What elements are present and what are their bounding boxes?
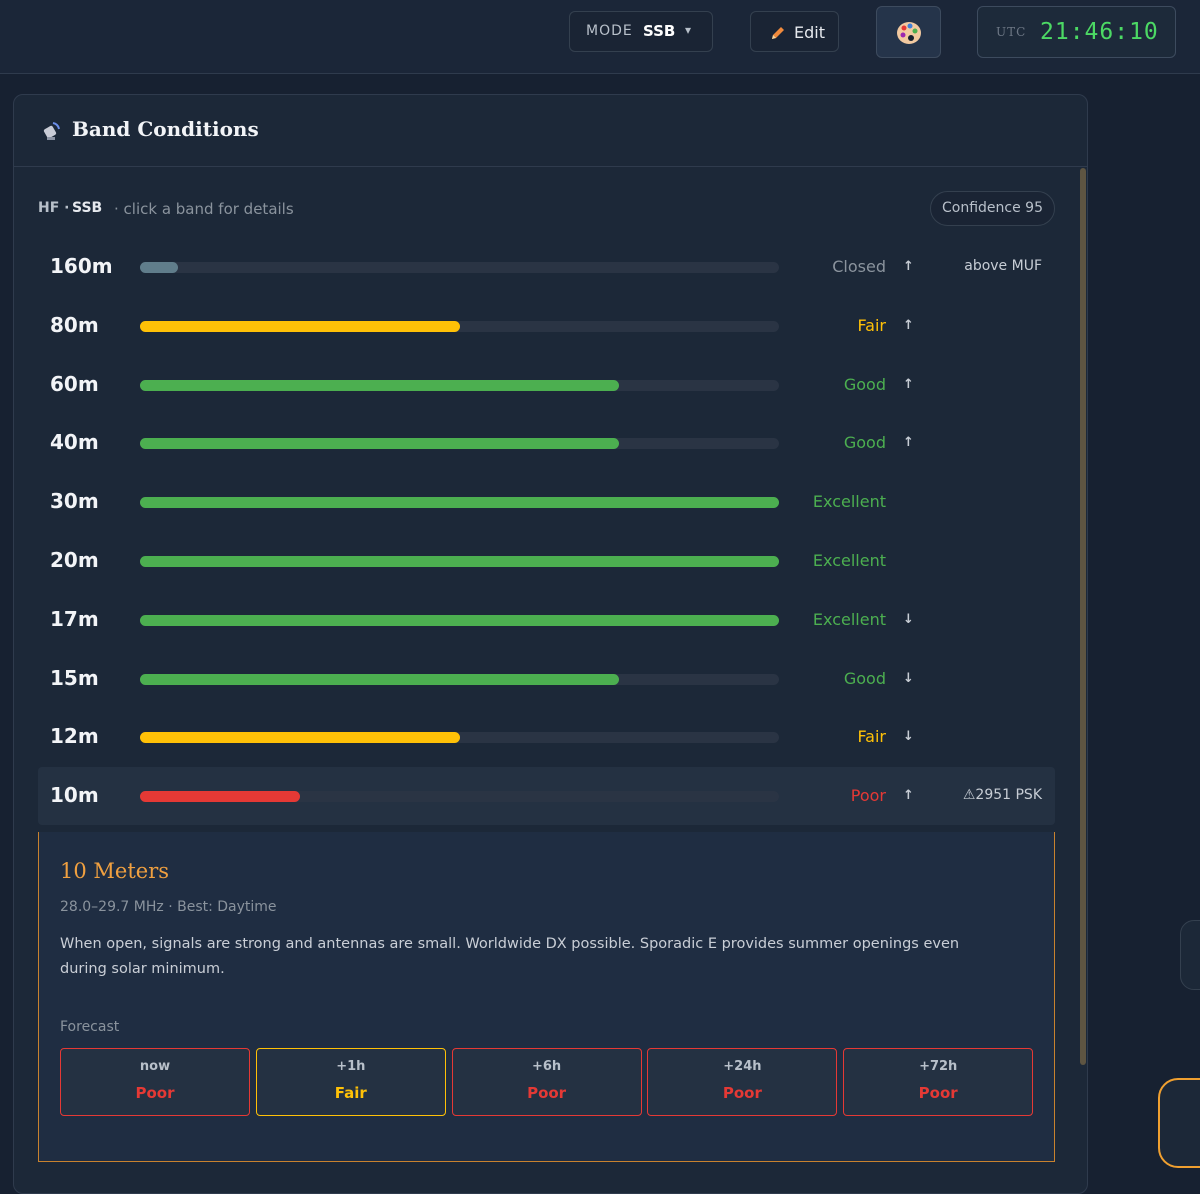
forecast-time: +6h: [531, 1059, 562, 1074]
panel-title: Band Conditions: [72, 117, 259, 141]
bar-track: [140, 732, 779, 744]
bar: [140, 438, 620, 450]
trend-arrow: ↓: [903, 729, 914, 745]
scrollbar-thumb: [1080, 168, 1086, 1065]
band-name: 40m: [50, 430, 99, 455]
detail-description: When open, signals are strong and antenn…: [60, 936, 960, 977]
utc-clock: UTC 21:46:10: [977, 6, 1176, 58]
band-note: above MUF: [964, 258, 1042, 274]
scope-hint: · click a band for details: [114, 200, 294, 218]
forecast-card: +1h Fair: [255, 1048, 446, 1116]
band-status: Poor: [850, 786, 886, 806]
panel-header-divider: [14, 166, 1087, 167]
trend-arrow: ↑: [903, 259, 914, 274]
band-name: 15m: [50, 665, 99, 690]
forecast-time: +24h: [723, 1059, 762, 1074]
forecast-card: +6h Poor: [451, 1048, 642, 1116]
satellite-icon: [43, 122, 60, 140]
bar: [140, 320, 460, 332]
trend-arrow: ↑: [903, 317, 914, 333]
detail-subtitle: 28.0–29.7 MHz · Best: Daytime: [60, 899, 277, 915]
forecast-card: now Poor: [60, 1048, 250, 1116]
bar: [140, 556, 779, 567]
detail-title: 10 Meters: [60, 859, 170, 883]
bar: [140, 673, 620, 685]
scope-mode: SSB: [72, 200, 103, 216]
bar-track: [140, 791, 779, 803]
bar: [140, 614, 779, 626]
edit-label: Edit: [794, 23, 825, 42]
band-name: 10m: [50, 783, 99, 808]
mode-caret: ▾: [685, 23, 692, 37]
bar: [140, 379, 620, 391]
confidence-text: Confidence 95: [942, 200, 1043, 216]
pencil-icon: [772, 27, 784, 39]
band-status: Good: [843, 433, 886, 453]
forecast-card: +72h Poor: [843, 1048, 1034, 1116]
band-name: 80m: [50, 312, 99, 337]
trend-arrow: ↑: [903, 435, 914, 451]
band-detail: 10 Meters 28.0–29.7 MHz · Best: Daytime Wh…: [38, 832, 1055, 1162]
bar: [140, 497, 779, 509]
edit-button[interactable]: Edit: [750, 11, 839, 52]
utc-time: 21:46:10: [1040, 19, 1159, 45]
theme-button[interactable]: [876, 6, 941, 58]
forecast-status: Fair: [334, 1084, 367, 1102]
bar: [140, 262, 179, 273]
band-status: Good: [843, 374, 886, 394]
band-name: 12m: [50, 724, 99, 749]
trend-arrow: ↑: [903, 376, 914, 392]
forecast-time: +72h: [919, 1059, 958, 1074]
band-name: 17m: [50, 606, 99, 631]
forecast-status: Poor: [722, 1084, 762, 1102]
confidence-badge: Confidence 95: [930, 191, 1055, 226]
scope-prefix: HF ·: [38, 200, 70, 216]
forecast-time: now: [139, 1059, 171, 1074]
mode-label: MODE: [586, 23, 633, 39]
trend-arrow: ↓: [903, 611, 914, 627]
forecast-status: Poor: [135, 1084, 175, 1102]
band-status: Excellent: [812, 609, 886, 629]
forecast-time: +1h: [336, 1059, 366, 1074]
trend-arrow: ↓: [903, 670, 914, 686]
band-name: 30m: [50, 489, 99, 514]
mode-value: SSB: [643, 22, 676, 40]
bar: [140, 791, 300, 803]
band-name: 160m: [50, 254, 113, 278]
band-status: Excellent: [812, 551, 886, 570]
band-status: Closed: [832, 257, 886, 276]
bar-track: [140, 262, 779, 273]
band-status: Good: [843, 668, 886, 688]
forecast-status: Poor: [527, 1084, 567, 1102]
band-name: 60m: [50, 371, 99, 396]
band-status: Fair: [857, 727, 886, 747]
mode-selector[interactable]: MODE SSB ▾: [569, 11, 713, 52]
offscreen-card: [1180, 920, 1200, 990]
offscreen-button: [1158, 1078, 1200, 1168]
band-note: ⚠2951 PSK: [962, 787, 1042, 804]
bar: [140, 732, 460, 744]
utc-label: UTC: [996, 25, 1027, 39]
bar-track: [140, 320, 779, 332]
band-status: Fair: [857, 315, 886, 335]
band-status: Excellent: [812, 492, 886, 512]
page: MODE SSB ▾ Edit UTC 21:46:10 Band Condit…: [0, 6, 1200, 1194]
band-name: 20m: [50, 548, 99, 572]
forecast-status: Poor: [918, 1084, 958, 1102]
trend-arrow: ↑: [903, 788, 914, 804]
forecast-card: +24h Poor: [647, 1048, 838, 1116]
palette-icon: [897, 22, 921, 44]
forecast-label: Forecast: [60, 1019, 120, 1035]
